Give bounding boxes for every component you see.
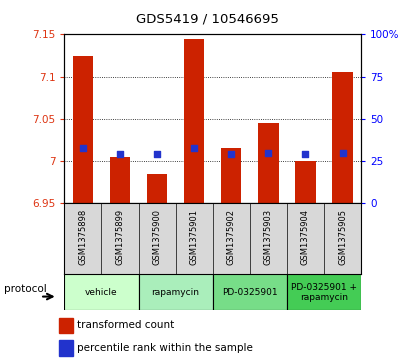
Bar: [332, 73, 353, 203]
Point: [228, 151, 234, 157]
Text: GSM1375900: GSM1375900: [153, 209, 161, 265]
Point: [117, 151, 123, 157]
Point: [191, 145, 198, 151]
Text: vehicle: vehicle: [85, 288, 118, 297]
Text: PD-0325901 +
rapamycin: PD-0325901 + rapamycin: [291, 282, 357, 302]
Text: percentile rank within the sample: percentile rank within the sample: [77, 343, 253, 353]
Text: rapamycin: rapamycin: [151, 288, 200, 297]
Text: GSM1375902: GSM1375902: [227, 209, 236, 265]
Bar: [184, 39, 204, 203]
Text: GSM1375905: GSM1375905: [338, 209, 347, 265]
Text: GSM1375901: GSM1375901: [190, 209, 199, 265]
Point: [154, 151, 160, 157]
Bar: [221, 148, 242, 203]
Text: GSM1375899: GSM1375899: [115, 209, 124, 265]
Bar: [295, 161, 316, 203]
Bar: [139, 274, 213, 310]
Text: PD-0325901: PD-0325901: [222, 288, 278, 297]
Bar: [59, 318, 73, 333]
Bar: [147, 174, 167, 203]
Bar: [213, 274, 287, 310]
Text: transformed count: transformed count: [77, 321, 175, 330]
Point: [302, 151, 309, 157]
Bar: [59, 340, 73, 356]
Text: GSM1375898: GSM1375898: [78, 209, 88, 265]
Text: protocol: protocol: [4, 284, 47, 294]
Bar: [73, 56, 93, 203]
Text: GSM1375904: GSM1375904: [301, 209, 310, 265]
Point: [80, 145, 86, 151]
Bar: [258, 123, 278, 203]
Text: GDS5419 / 10546695: GDS5419 / 10546695: [136, 13, 279, 26]
Bar: [64, 274, 139, 310]
Bar: [110, 157, 130, 203]
Text: GSM1375903: GSM1375903: [264, 209, 273, 265]
Point: [265, 150, 272, 155]
Point: [339, 150, 346, 155]
Bar: [287, 274, 361, 310]
